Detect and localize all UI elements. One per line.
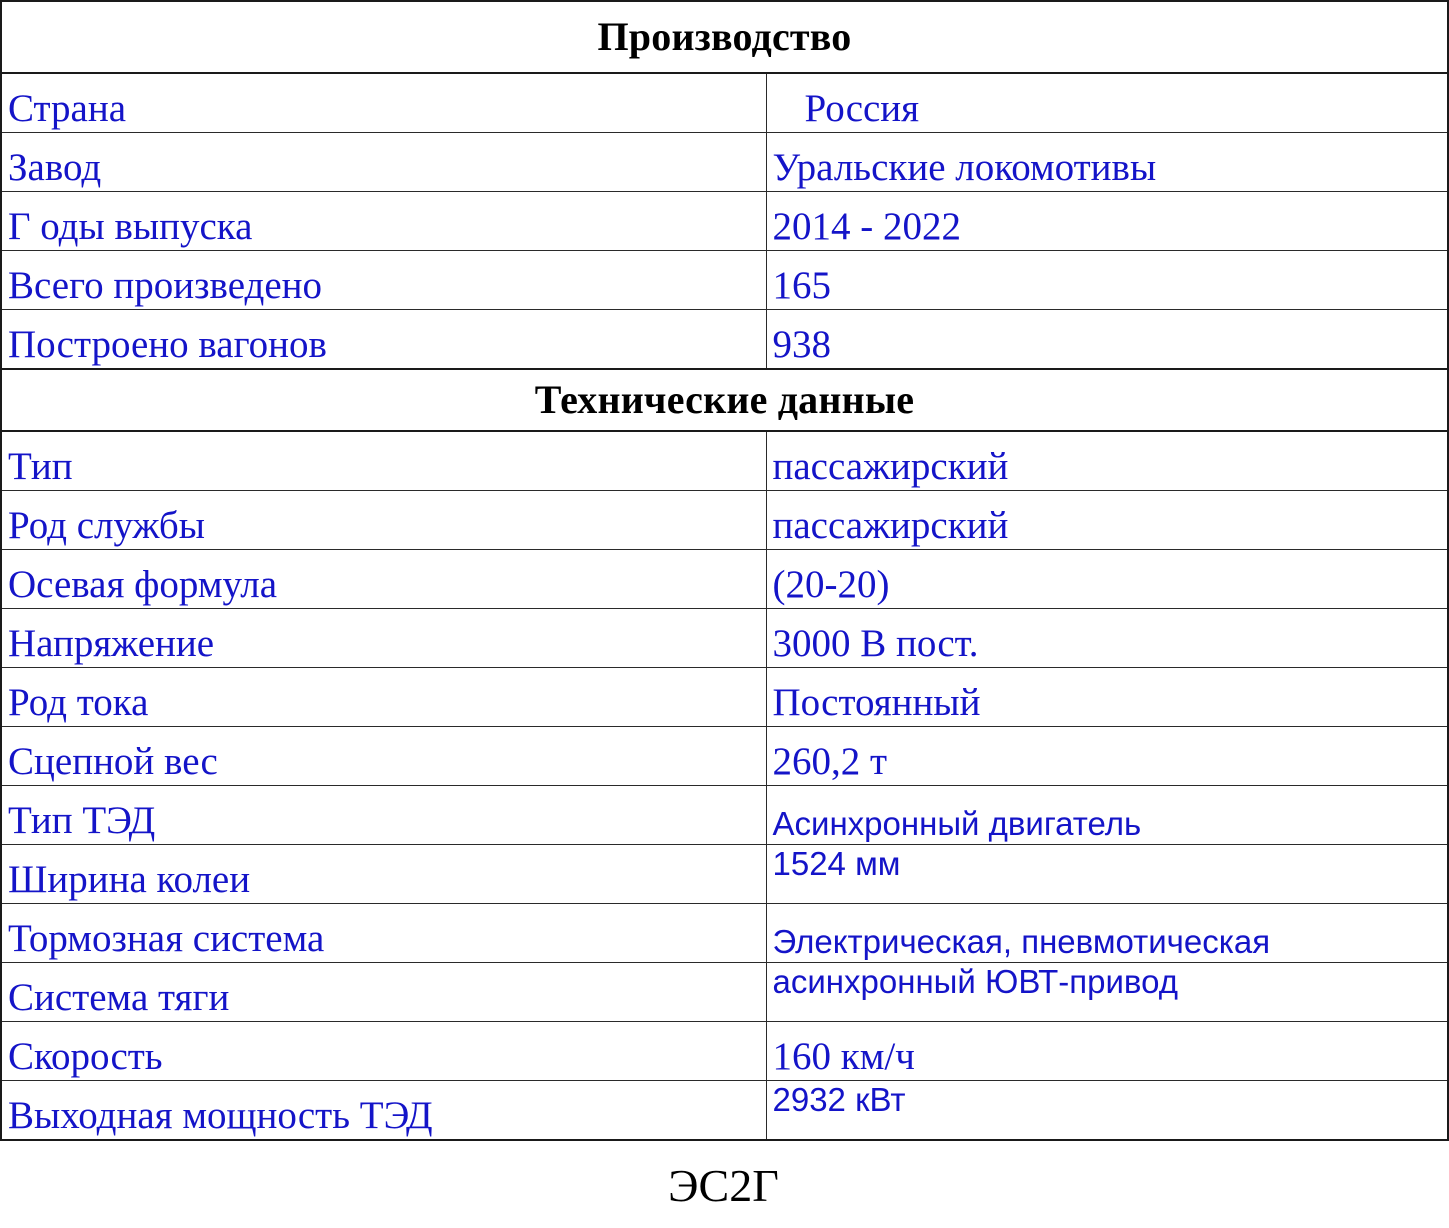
row-label-production-years: Г оды выпуска [8,205,253,248]
row-label-cell: Ширина колеи [0,844,767,904]
row-value-cell: 160 км/ч [765,1021,1449,1081]
row-value-cell: 260,2 т [765,726,1449,786]
row-label-cars-built: Построено вагонов [8,323,327,366]
row-label-brake-system: Тормозная система [8,917,325,960]
table-row: Всего произведено 165 [0,250,1449,310]
row-label-speed: Скорость [8,1035,163,1078]
row-label-type: Тип [8,445,73,488]
table-row: Осевая формула (20-20) [0,549,1449,609]
row-value-cell: пассажирский [765,490,1449,550]
row-value-cell: Постоянный [765,667,1449,727]
row-label-cell: Сцепной вес [0,726,767,786]
table-row: Тип ТЭД Асинхронный двигатель [0,785,1449,845]
specifications-table: Производство Страна Россия Завод Уральск… [0,0,1449,1141]
row-label-track-gauge: Ширина колеи [8,858,251,901]
row-value-cell: 938 [765,309,1449,370]
row-value-country: Россия [804,87,920,130]
row-label-traction-motor-type: Тип ТЭД [8,799,156,842]
row-value-cell: 2932 кВт [765,1080,1449,1141]
row-label-total-produced: Всего произведено [8,264,323,307]
table-row: Тормозная система Электрическая, пневмот… [0,903,1449,963]
row-value-axle-formula: (20-20) [772,563,890,606]
table-row: Тип пассажирский [0,430,1449,491]
table-row: Построено вагонов 938 [0,309,1449,370]
row-value-brake-system: Электрическая, пневмотическая [772,923,1271,960]
row-label-factory: Завод [8,146,102,189]
row-value-voltage: 3000 В пост. [772,622,979,665]
row-value-total-produced: 165 [772,264,832,307]
row-label-traction-system: Система тяги [8,976,230,1019]
row-label-cell: Система тяги [0,962,767,1022]
table-row: Ширина колеи 1524 мм [0,844,1449,904]
row-label-output-power: Выходная мощность ТЭД [8,1094,433,1137]
row-label-country: Страна [8,87,127,130]
row-value-adhesive-weight: 260,2 т [772,740,888,783]
row-value-cell: пассажирский [765,430,1449,491]
page-title: ЭС2Г [668,1160,779,1211]
row-value-production-years: 2014 - 2022 [772,205,962,248]
row-value-cell: 1524 мм [765,844,1449,904]
section-title-production: Производство [597,14,852,59]
row-label-cell: Г оды выпуска [0,191,767,251]
row-value-speed: 160 км/ч [772,1035,915,1078]
row-value-cell: 165 [765,250,1449,310]
row-label-cell: Всего произведено [0,250,767,310]
row-label-cell: Род службы [0,490,767,550]
row-label-cell: Род тока [0,667,767,727]
row-value-type: пассажирский [772,445,1009,488]
row-value-current-kind: Постоянный [772,681,981,724]
row-value-track-gauge: 1524 мм [772,845,901,882]
table-row: Страна Россия [0,72,1449,133]
row-label-cell: Напряжение [0,608,767,668]
section-header-row-production: Производство [0,0,1449,74]
table-row: Сцепной вес 260,2 т [0,726,1449,786]
row-label-cell: Построено вагонов [0,309,767,370]
row-value-cell: Уральские локомотивы [765,132,1449,192]
row-label-cell: Выходная мощность ТЭД [0,1080,767,1141]
table-row: Выходная мощность ТЭД 2932 кВт [0,1080,1449,1141]
row-label-cell: Завод [0,132,767,192]
row-value-output-power: 2932 кВт [772,1081,906,1118]
row-label-voltage: Напряжение [8,622,215,665]
row-label-cell: Тормозная система [0,903,767,963]
row-label-cell: Скорость [0,1021,767,1081]
row-value-service-kind: пассажирский [772,504,1009,547]
row-label-cell: Тип [0,430,767,491]
row-value-cell: Асинхронный двигатель [765,785,1449,845]
row-value-cell: 3000 В пост. [765,608,1449,668]
table-row: Завод Уральские локомотивы [0,132,1449,192]
section-title-technical: Технические данные [534,377,915,422]
row-value-cell: Россия [765,72,1449,133]
table-row: Скорость 160 км/ч [0,1021,1449,1081]
section-header-row-technical: Технические данные [0,368,1449,432]
row-label-service-kind: Род службы [8,504,205,547]
row-value-cell: асинхронный ЮВТ-привод [765,962,1449,1022]
table-row: Род тока Постоянный [0,667,1449,727]
row-label-current-kind: Род тока [8,681,149,724]
row-label-cell: Осевая формула [0,549,767,609]
row-label-axle-formula: Осевая формула [8,563,278,606]
table-row: Г оды выпуска 2014 - 2022 [0,191,1449,251]
table-row: Система тяги асинхронный ЮВТ-привод [0,962,1449,1022]
section-header-cell: Производство [0,0,1449,74]
row-label-cell: Страна [0,72,767,133]
row-value-cell: 2014 - 2022 [765,191,1449,251]
row-value-traction-system: асинхронный ЮВТ-привод [772,963,1178,1000]
row-value-traction-motor-type: Асинхронный двигатель [772,805,1142,842]
row-value-factory: Уральские локомотивы [772,146,1157,189]
row-value-cell: (20-20) [765,549,1449,609]
table-row: Род службы пассажирский [0,490,1449,550]
section-header-cell: Технические данные [0,368,1449,432]
row-value-cell: Электрическая, пневмотическая [765,903,1449,963]
row-label-adhesive-weight: Сцепной вес [8,740,218,783]
table-row: Напряжение 3000 В пост. [0,608,1449,668]
row-label-cell: Тип ТЭД [0,785,767,845]
row-value-cars-built: 938 [772,323,832,366]
